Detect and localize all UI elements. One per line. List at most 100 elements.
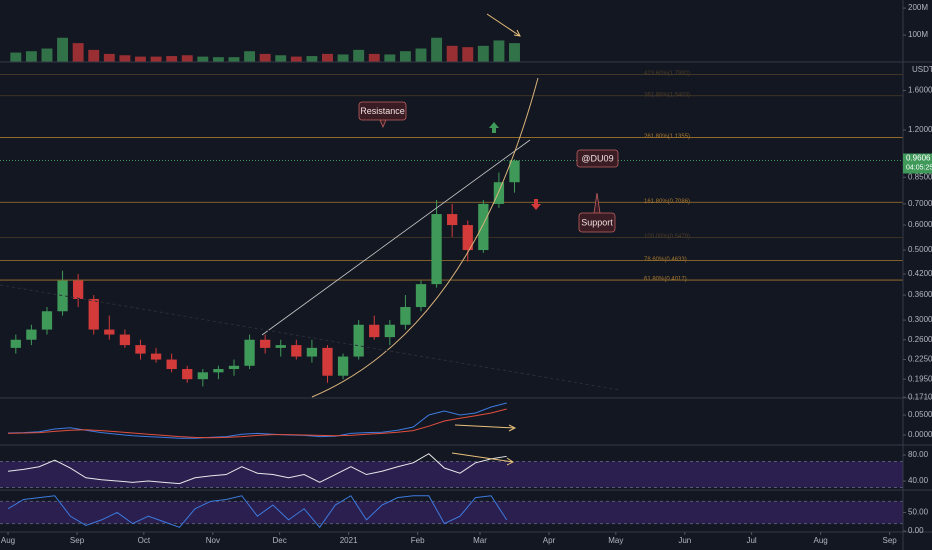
down-arrow <box>531 199 541 210</box>
level-label: 423.60%(1.7992) <box>644 71 690 77</box>
volume-bar <box>181 55 193 62</box>
resistance-callout: Resistance <box>358 101 407 129</box>
volume-bar <box>57 37 69 62</box>
candle-body <box>509 160 520 183</box>
candle-body <box>213 369 224 373</box>
level-label: 61.80%(0.4017) <box>644 277 687 283</box>
volume-bar <box>150 56 162 62</box>
volume-bar <box>212 57 224 62</box>
volume-bar <box>103 53 115 62</box>
annotation: @DU09 <box>581 153 613 163</box>
candle-body <box>104 329 115 335</box>
annotation: Resistance <box>360 106 405 116</box>
x-tick-label: Aug <box>1 536 15 545</box>
volume-bar <box>415 48 427 62</box>
y-tick-label: 80.00 <box>908 450 929 459</box>
candle-body <box>415 284 427 308</box>
countdown: 04:05:25 <box>906 164 932 171</box>
volume-bar <box>41 48 53 62</box>
x-tick-label: Apr <box>543 536 556 545</box>
volume-bar <box>446 45 458 62</box>
author-callout: @DU09 <box>576 149 619 168</box>
y-tick-label: 0.7000 <box>908 199 932 208</box>
volume-bar <box>462 47 474 62</box>
candle-body <box>57 280 68 312</box>
y-tick-label: 0.00 <box>908 526 924 535</box>
y-tick-label: 0.6000 <box>908 220 932 229</box>
volume-bar <box>306 56 318 62</box>
candle-body <box>197 372 208 380</box>
band <box>0 461 903 488</box>
volume-bar <box>244 51 256 62</box>
volume-bar <box>368 53 380 62</box>
volume-bar <box>88 49 100 62</box>
candle-body <box>260 339 271 348</box>
level-label: 78.60%(0.4633) <box>644 257 687 263</box>
x-tick-label: Sep <box>70 536 85 545</box>
candle-body <box>291 345 302 357</box>
y-tick-label: 50.00 <box>908 508 929 517</box>
level-label: 261.80%(1.1355) <box>644 134 690 140</box>
up-arrow <box>489 122 499 133</box>
x-tick-label: Jul <box>746 536 756 545</box>
candle-body <box>353 324 364 357</box>
candle-body <box>369 324 380 338</box>
x-tick-label: Jun <box>678 536 691 545</box>
x-tick-label: Oct <box>138 536 151 545</box>
y-tick-label: 0.4200 <box>908 269 932 278</box>
candle-body <box>41 311 53 330</box>
volume-bar <box>228 57 240 62</box>
x-tick-label: Mar <box>473 536 487 545</box>
x-tick-label: Nov <box>206 536 220 545</box>
volume-bar <box>290 56 302 62</box>
last-price-label: 0.9606 <box>906 154 931 163</box>
y-tick-label: 0.3000 <box>908 315 932 324</box>
macd-arrow <box>454 424 517 432</box>
x-tick-label: Aug <box>814 536 828 545</box>
y-tick-label: 0.1950 <box>908 374 932 383</box>
volume-bar <box>119 55 131 62</box>
currency: USDT <box>912 65 932 74</box>
y-tick-label: 0.0000 <box>908 430 932 439</box>
volume-bar <box>353 49 365 62</box>
support-curve <box>311 77 539 398</box>
candle-body <box>462 225 473 251</box>
candle-body <box>88 298 99 330</box>
dashed-line <box>0 284 621 391</box>
y-tick-label: 0.0500 <box>908 410 932 419</box>
volume-arrow <box>486 13 521 37</box>
candle-body <box>322 347 333 376</box>
candle-body <box>228 365 240 370</box>
candle-body <box>447 214 458 226</box>
candle-body <box>400 307 411 325</box>
support-callout: Support <box>578 192 616 233</box>
indicator-line <box>7 453 507 485</box>
candle-body <box>26 329 37 340</box>
y-tick-label: 0.2600 <box>908 335 932 344</box>
candle-body <box>244 339 255 366</box>
candle-body <box>182 369 193 380</box>
indicator-line <box>8 402 507 439</box>
resistance-trendline <box>261 139 531 336</box>
y-tick-label: 1.2000 <box>908 125 932 134</box>
volume-bar <box>509 43 520 62</box>
indicator-line <box>7 495 508 529</box>
annotation: Support <box>581 217 613 227</box>
candle-body <box>337 356 349 376</box>
volume-bar <box>431 37 443 62</box>
x-tick-label: 2021 <box>340 536 358 545</box>
last-price-tag <box>903 153 932 174</box>
x-tick-label: Sep <box>883 536 898 545</box>
candle-body <box>493 182 505 204</box>
indicator-line <box>8 408 507 439</box>
volume-bar <box>259 53 271 62</box>
candle-body <box>73 280 84 299</box>
level-label: 100.00%(0.5479) <box>644 234 690 240</box>
volume-bar <box>384 54 396 62</box>
y-tick-label: 0.3600 <box>908 290 932 299</box>
volume-bar <box>197 56 209 62</box>
volume-bar <box>10 52 22 62</box>
volume-bar <box>275 55 287 62</box>
candle-body <box>306 347 318 357</box>
volume-bar <box>166 56 178 62</box>
